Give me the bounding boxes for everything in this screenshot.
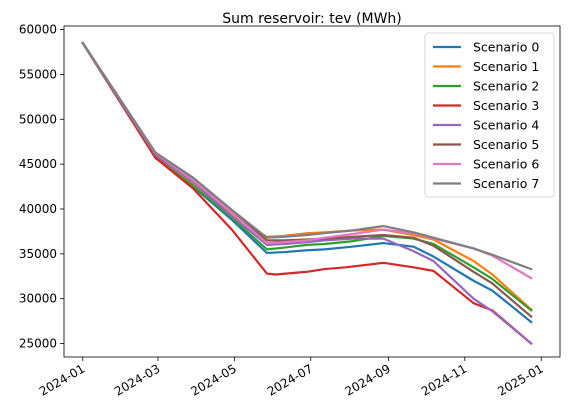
series-line-4 [81, 41, 533, 346]
series-line-2 [81, 41, 533, 312]
x-tick-label: 2024-09 [342, 361, 392, 398]
y-tick-label: 25000 [19, 337, 57, 351]
legend-frame [424, 32, 555, 198]
y-tick-label: 50000 [19, 112, 57, 126]
legend-label-7: Scenario 7 [473, 176, 539, 191]
y-tick-label: 40000 [19, 202, 57, 216]
x-tick-label: 2024-03 [112, 361, 162, 398]
x-tick-label: 2024-11 [419, 361, 469, 398]
y-tick-label: 55000 [19, 67, 57, 81]
y-axis: 25000 30000 35000 40000 45000 50000 55000 60000 [19, 23, 64, 351]
series-line-3 [81, 41, 533, 346]
y-tick-label: 60000 [19, 23, 57, 37]
legend-label-6: Scenario 6 [473, 157, 539, 172]
series-line-7 [81, 41, 533, 271]
series-layer [81, 41, 533, 346]
y-tick-label: 35000 [19, 247, 57, 261]
chart-title: Sum reservoir: tev (MWh) [222, 11, 402, 27]
legend-label-1: Scenario 1 [473, 59, 539, 74]
legend-label-0: Scenario 0 [473, 40, 539, 55]
x-tick-label: 2024-05 [188, 361, 238, 398]
plot-frame [63, 25, 561, 358]
x-axis: 2024-01 2024-03 2024-05 2024-07 2024-09 2024-… [37, 357, 546, 399]
x-tick-label: 2025-01 [495, 361, 545, 398]
legend-label-5: Scenario 5 [473, 137, 539, 152]
x-tick-label: 2024-07 [265, 361, 315, 398]
legend-label-3: Scenario 3 [473, 98, 539, 113]
legend-label-2: Scenario 2 [473, 79, 539, 94]
legend: Scenario 0 Scenario 1 Scenario 2 Scenario 3… [424, 32, 555, 198]
x-tick-label: 2024-01 [37, 361, 87, 398]
y-tick-label: 45000 [19, 157, 57, 171]
legend-label-4: Scenario 4 [473, 118, 539, 133]
y-tick-label: 30000 [19, 292, 57, 306]
